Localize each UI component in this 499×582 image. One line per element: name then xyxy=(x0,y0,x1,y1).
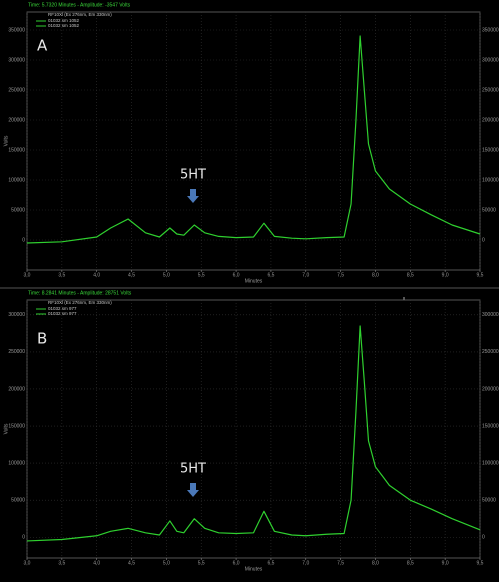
y2-tick-label: 200000 xyxy=(482,117,499,123)
plot-area xyxy=(26,299,481,559)
x-tick-label: 5,5 xyxy=(198,272,205,278)
x-tick-label: 3,5 xyxy=(58,272,65,278)
x-tick-label: 8,0 xyxy=(372,560,379,566)
legend-entry: 01032 sm 977 xyxy=(48,306,77,311)
x-tick-label: 8,0 xyxy=(372,272,379,278)
y-tick-label: 200000 xyxy=(8,117,25,123)
y-axis-label: Volts xyxy=(3,423,9,434)
x-tick-label: 5,5 xyxy=(198,560,205,566)
x-tick-label: 9,5 xyxy=(477,560,484,566)
trace-line xyxy=(26,325,481,542)
x-tick-label: 7,0 xyxy=(302,560,309,566)
y-tick-label: 250000 xyxy=(8,349,25,355)
x-axis-label: Minutes xyxy=(245,278,263,284)
x-tick-label: 5,0 xyxy=(163,272,170,278)
x-tick-label: 4,0 xyxy=(93,560,100,566)
panel-label: B xyxy=(37,330,47,348)
x-tick-label: 9,5 xyxy=(477,272,484,278)
y2-tick-label: 0 xyxy=(482,535,485,541)
y-tick-label: 100000 xyxy=(8,177,25,183)
y-tick-label: 350000 xyxy=(8,27,25,33)
y2-tick-label: 100000 xyxy=(482,177,499,183)
y-tick-label: 200000 xyxy=(8,386,25,392)
y2-tick-label: 300000 xyxy=(482,57,499,63)
x-tick-label: 6,0 xyxy=(233,272,240,278)
x-tick-label: 9,0 xyxy=(442,272,449,278)
y2-tick-label: 0 xyxy=(482,237,485,243)
annotation-arrow xyxy=(187,483,199,497)
x-tick-label: 5,0 xyxy=(163,560,170,566)
y-tick-label: 150000 xyxy=(8,423,25,429)
x-tick-label: 4,0 xyxy=(93,272,100,278)
y2-tick-label: 100000 xyxy=(482,460,499,466)
y-tick-label: 250000 xyxy=(8,87,25,93)
status-text: Time: 5.7320 Minutes - Amplitude: -3547 … xyxy=(28,2,131,8)
x-tick-label: 4,5 xyxy=(128,272,135,278)
y-tick-label: 100000 xyxy=(8,460,25,466)
x-tick-label: 6,5 xyxy=(267,272,274,278)
trace-line xyxy=(26,35,481,244)
x-axis-label: Minutes xyxy=(245,566,263,572)
legend-title: RF10Xl (Ex 276nm, Em 330nm) xyxy=(48,300,112,305)
y2-tick-label: 50000 xyxy=(482,207,496,213)
x-tick-label: 4,5 xyxy=(128,560,135,566)
y2-tick-label: 250000 xyxy=(482,87,499,93)
y-axis-label: Volts xyxy=(3,135,9,146)
x-tick-label: 7,5 xyxy=(337,560,344,566)
x-tick-label: 9,0 xyxy=(442,560,449,566)
panel-label: A xyxy=(37,37,48,55)
x-tick-label: 7,0 xyxy=(302,272,309,278)
y2-tick-label: 150000 xyxy=(482,147,499,153)
x-tick-label: 6,0 xyxy=(233,560,240,566)
legend-entry: 01032 sm 977 xyxy=(48,311,77,316)
x-tick-label: 6,5 xyxy=(267,560,274,566)
x-tick-label: 8,5 xyxy=(407,272,414,278)
y2-tick-label: 250000 xyxy=(482,349,499,355)
status-text: Time: 8.2841 Minutes - Amplitude: 28751 … xyxy=(28,290,132,296)
y-tick-label: 0 xyxy=(22,237,25,243)
y-tick-label: 50000 xyxy=(11,498,25,504)
y2-tick-label: 50000 xyxy=(482,498,496,504)
y-tick-label: 0 xyxy=(22,535,25,541)
y-tick-label: 50000 xyxy=(11,207,25,213)
x-tick-label: 8,5 xyxy=(407,560,414,566)
y2-tick-label: 350000 xyxy=(482,27,499,33)
x-tick-label: 3,0 xyxy=(24,560,31,566)
legend-title: RF10Xl (Ex 276nm, Em 330nm) xyxy=(48,12,112,17)
x-tick-label: 3,0 xyxy=(24,272,31,278)
legend-entry: 01032 sm 1052 xyxy=(48,23,80,28)
y2-tick-label: 300000 xyxy=(482,312,499,318)
y-tick-label: 300000 xyxy=(8,57,25,63)
plot-area xyxy=(26,11,481,271)
x-tick-label: 3,5 xyxy=(58,560,65,566)
annotation: 5HT xyxy=(180,168,206,183)
y2-tick-label: 200000 xyxy=(482,386,499,392)
y2-tick-label: 150000 xyxy=(482,423,499,429)
annotation-arrow xyxy=(187,189,199,203)
y-tick-label: 150000 xyxy=(8,147,25,153)
legend-entry: 01032 sm 1052 xyxy=(48,18,80,23)
x-tick-label: 7,5 xyxy=(337,272,344,278)
annotation: 5HT xyxy=(180,462,206,477)
y-tick-label: 300000 xyxy=(8,312,25,318)
